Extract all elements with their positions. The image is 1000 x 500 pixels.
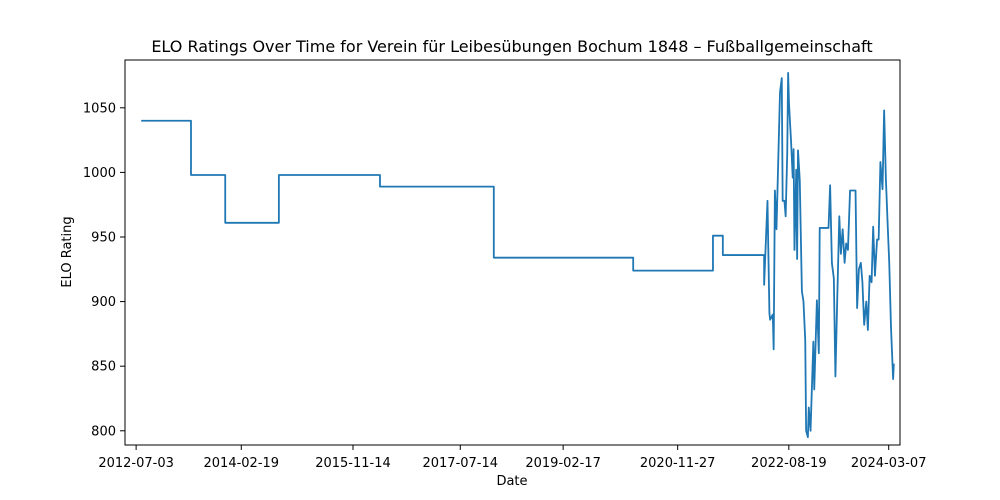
x-tick-label: 2012-07-03 — [98, 456, 174, 471]
x-axis-label: Date — [496, 474, 527, 489]
elo-series-line — [141, 72, 895, 439]
y-axis-ticks: 800 850 900 950 1000 1050 — [83, 101, 125, 439]
y-tick-label: 1000 — [83, 166, 116, 181]
x-tick-label: 2014-02-19 — [204, 456, 280, 471]
y-axis-label: ELO Rating — [60, 216, 75, 287]
y-tick-label: 800 — [91, 424, 116, 439]
x-tick-label: 2019-02-17 — [525, 456, 601, 471]
x-tick-label: 2020-11-27 — [640, 456, 716, 471]
x-tick-label: 2017-07-14 — [422, 456, 498, 471]
y-tick-label: 850 — [91, 360, 116, 375]
y-tick-label: 900 — [91, 295, 116, 310]
y-tick-label: 1050 — [83, 101, 116, 116]
x-tick-label: 2024-03-07 — [851, 456, 927, 471]
y-tick-label: 950 — [91, 230, 116, 245]
x-tick-label: 2015-11-14 — [315, 456, 391, 471]
x-tick-label: 2022-08-19 — [751, 456, 827, 471]
plot-frame — [124, 59, 901, 446]
x-axis-ticks: 2012-07-03 2014-02-19 2015-11-14 2017-07-14… — [98, 445, 926, 471]
chart-title: ELO Ratings Over Time for Verein für Lei… — [151, 37, 872, 56]
